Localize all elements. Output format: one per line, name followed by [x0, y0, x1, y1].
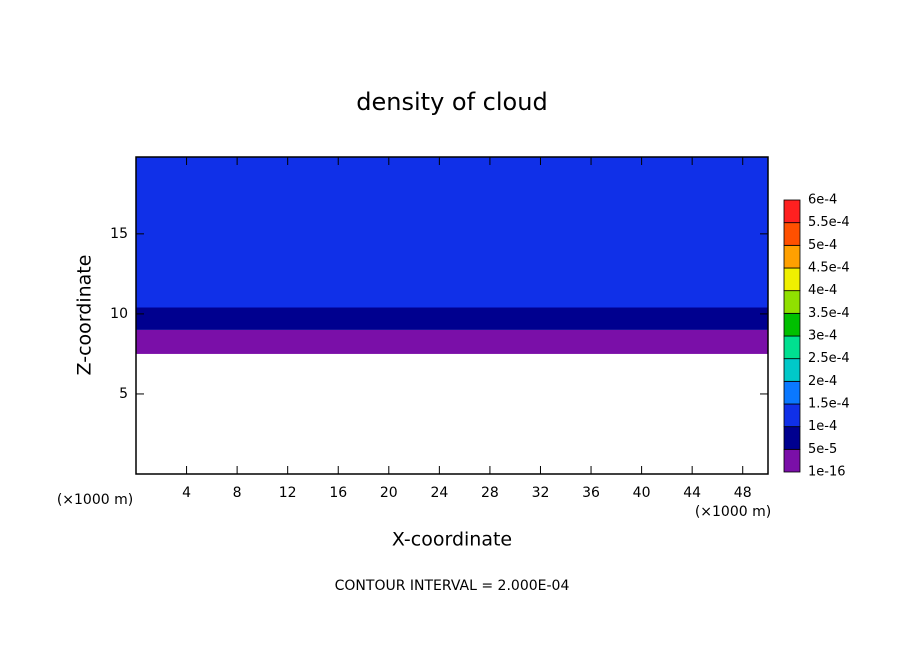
x-tick-label: 12 [279, 485, 297, 501]
x-tick-label: 8 [233, 485, 242, 501]
x-tick-label: 16 [329, 485, 347, 501]
x-tick-label: 20 [380, 485, 398, 501]
x-tick-label: 4 [182, 485, 191, 501]
colorbar-bin [783, 267, 801, 292]
y-tick-label: 15 [110, 226, 128, 242]
colorbar-bin [783, 380, 801, 405]
colorbar-label: 2e-4 [808, 374, 837, 389]
colorbar-bin [783, 358, 801, 382]
colorbar-label: 5e-5 [808, 442, 837, 457]
colorbar-bin [783, 335, 801, 360]
colorbar-label: 1e-16 [808, 465, 846, 480]
colorbar-bin [783, 244, 801, 269]
contour-band [136, 157, 768, 308]
x-tick-label: 44 [683, 485, 701, 501]
colorbar-label: 1e-4 [808, 419, 837, 434]
colorbar-bin [783, 448, 801, 473]
contour-band [136, 329, 768, 354]
colorbar-label: 1.5e-4 [808, 397, 850, 412]
x-tick-label: 32 [532, 485, 550, 501]
colorbar-label: 4.5e-4 [808, 261, 850, 276]
colorbar-label: 3.5e-4 [808, 306, 850, 321]
colorbar-label: 3e-4 [808, 329, 837, 344]
y-axis-label: Z-coordinate [74, 255, 96, 376]
x-tick-label: 40 [633, 485, 651, 501]
x-tick-label: 48 [734, 485, 752, 501]
colorbar-bin [783, 199, 801, 224]
x-tick-label: 24 [430, 485, 448, 501]
x-tick-label: 36 [582, 485, 600, 501]
plot-frame [135, 156, 769, 475]
colorbar-label: 6e-4 [808, 193, 837, 208]
colorbar-label: 5e-4 [808, 238, 837, 253]
chart-title: density of cloud [356, 88, 547, 116]
colorbar-bin [783, 290, 801, 314]
y-tick-label: 10 [110, 306, 128, 322]
y-tick-label: 5 [119, 386, 128, 402]
y-unit-label: (×1000 m) [57, 492, 133, 508]
colorbar-bin [783, 426, 801, 450]
colorbar-label: 2.5e-4 [808, 351, 850, 366]
x-unit-label: (×1000 m) [695, 504, 771, 520]
colorbar-bin [783, 403, 801, 428]
colorbar-bin [783, 222, 801, 246]
x-axis-label: X-coordinate [392, 529, 512, 551]
contour-band [136, 307, 768, 330]
x-tick-label: 28 [481, 485, 499, 501]
colorbar-label: 4e-4 [808, 283, 837, 298]
colorbar-bin [783, 312, 801, 337]
colorbar-label: 5.5e-4 [808, 215, 850, 230]
annotation: CONTOUR INTERVAL = 2.000E-04 [335, 578, 570, 594]
